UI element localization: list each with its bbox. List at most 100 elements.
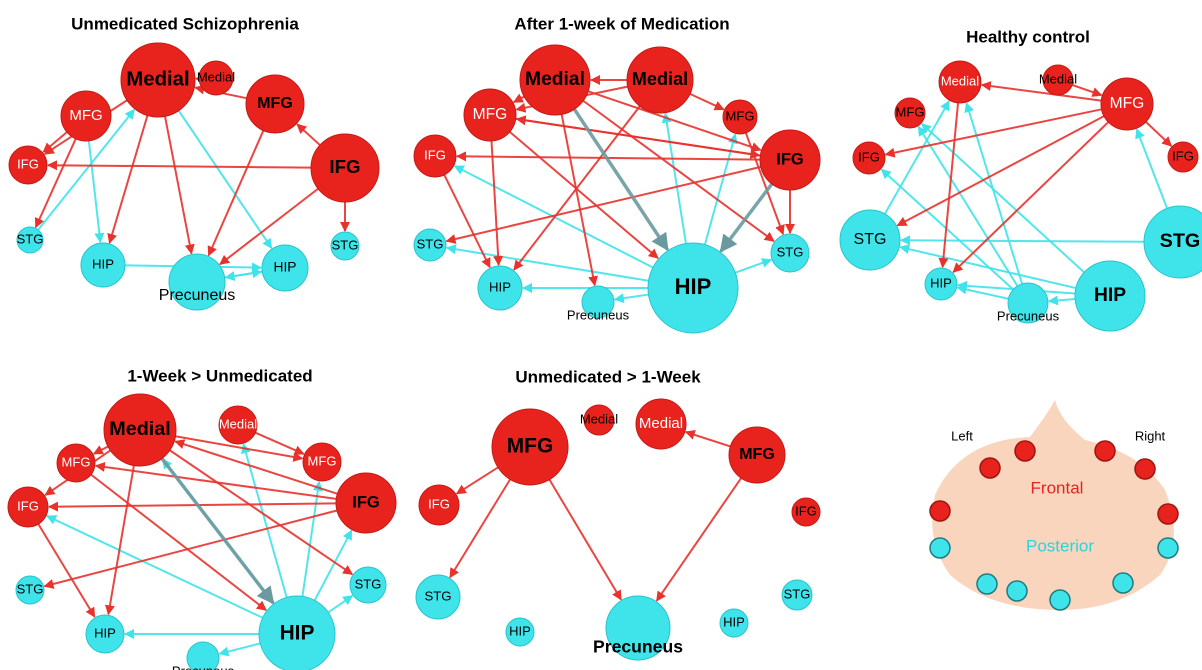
- edge: [735, 260, 771, 273]
- node-label: IFG: [428, 496, 450, 511]
- edge: [514, 97, 524, 103]
- edge: [45, 511, 337, 587]
- edge: [49, 503, 336, 506]
- node-label: STG: [17, 581, 44, 596]
- node-label: MFG: [1110, 95, 1145, 112]
- node-label: Precuneus: [172, 663, 235, 670]
- node-label: MFG: [62, 454, 91, 469]
- node-label: Medial: [109, 418, 171, 440]
- node-label: MFG: [69, 107, 102, 124]
- node-label: STG: [854, 231, 887, 248]
- node-label: IFG: [795, 503, 817, 518]
- legend-left: Left: [951, 428, 973, 443]
- edge: [690, 94, 724, 110]
- edge: [549, 480, 621, 600]
- node-label: STG: [355, 576, 382, 591]
- node-label: STG: [417, 236, 444, 251]
- node-label: MFG: [257, 95, 293, 112]
- legend-frontal: Frontal: [1031, 478, 1084, 497]
- edge: [447, 248, 649, 281]
- edge: [165, 116, 191, 253]
- edge: [179, 111, 272, 248]
- node-label: HIP: [509, 623, 531, 638]
- edge: [1137, 129, 1167, 208]
- edge: [721, 184, 772, 251]
- edge: [657, 478, 741, 601]
- node-label: HIP: [723, 614, 745, 629]
- node-label: MFG: [308, 453, 337, 468]
- node-label: Medial: [580, 411, 618, 426]
- edge: [897, 116, 1104, 225]
- node-label: STG: [784, 586, 811, 601]
- node-label: STG: [1160, 230, 1201, 252]
- edge: [953, 122, 1108, 272]
- edge: [982, 85, 1101, 101]
- node-label: STG: [17, 231, 44, 246]
- node-label: MFG: [507, 435, 553, 458]
- node-label: IFG: [329, 156, 360, 177]
- node-label: Medial: [126, 68, 189, 90]
- legend: Left Right Frontal Posterior: [930, 400, 1178, 610]
- panel-title: Unmedicated > 1-Week: [515, 367, 701, 386]
- node-label: IFG: [17, 156, 39, 171]
- edge: [328, 596, 352, 613]
- node-label: HIP: [94, 625, 116, 640]
- edge: [297, 124, 320, 145]
- panel-title: After 1-week of Medication: [514, 14, 729, 33]
- edge: [615, 295, 649, 300]
- node-label: Medial: [219, 416, 257, 431]
- node-label: HIP: [274, 260, 297, 275]
- edge: [108, 465, 134, 614]
- edge: [219, 643, 260, 653]
- node-label: HIP: [675, 274, 712, 299]
- node-label: IFG: [776, 150, 804, 168]
- node-label: Medial: [632, 69, 688, 89]
- legend-posterior: Posterior: [1026, 536, 1094, 555]
- edge: [91, 475, 266, 611]
- edge: [686, 432, 731, 446]
- node-label: Medial: [1039, 71, 1077, 86]
- edge: [958, 288, 1009, 299]
- panel-title: Unmedicated Schizophrenia: [71, 14, 299, 33]
- node-label: MFG: [726, 108, 755, 123]
- panel-title: Healthy control: [966, 27, 1090, 46]
- edge: [315, 530, 352, 600]
- node-label: STG: [424, 588, 451, 603]
- node-label: STG: [332, 237, 359, 252]
- edge: [457, 467, 498, 493]
- node-label: MFG: [473, 106, 508, 123]
- node-label: HIP: [489, 279, 511, 294]
- node-label: MFG: [739, 446, 775, 463]
- node-label: HIP: [930, 275, 952, 290]
- edge: [966, 103, 1022, 284]
- node-label: STG: [777, 244, 804, 259]
- node-label: HIP: [92, 256, 114, 271]
- node-label: Medial: [525, 69, 585, 90]
- node-label: Precuneus: [997, 308, 1060, 323]
- edge: [665, 114, 686, 244]
- edge: [226, 272, 263, 278]
- edge: [89, 141, 101, 242]
- edge: [1146, 122, 1171, 146]
- page: Medial Medial MFG MFG IFG IFG STG STG HIP HIP Prec…: [0, 0, 1202, 670]
- node-label: Medial: [197, 69, 235, 84]
- edge: [492, 141, 499, 265]
- edge: [47, 516, 263, 618]
- node-label: IFG: [1172, 148, 1194, 163]
- panel-title: 1-Week > Unmedicated: [127, 366, 312, 385]
- node-label: Precuneus: [567, 307, 630, 322]
- edge: [38, 524, 94, 617]
- figure: Medial Medial MFG MFG IFG IFG STG STG HIP HIP Prec…: [0, 0, 1202, 670]
- node-label: IFG: [424, 147, 446, 162]
- edge: [514, 106, 640, 270]
- node-label: IFG: [858, 149, 880, 164]
- edge: [901, 240, 1144, 242]
- edge: [922, 124, 1084, 273]
- node-label: Precuneus: [593, 637, 683, 657]
- edge: [1072, 85, 1101, 95]
- node-label: Precuneus: [159, 287, 236, 304]
- node-label: IFG: [352, 493, 380, 511]
- node-label: Medial: [941, 73, 979, 88]
- node-label: HIP: [280, 622, 315, 645]
- edge: [510, 132, 658, 258]
